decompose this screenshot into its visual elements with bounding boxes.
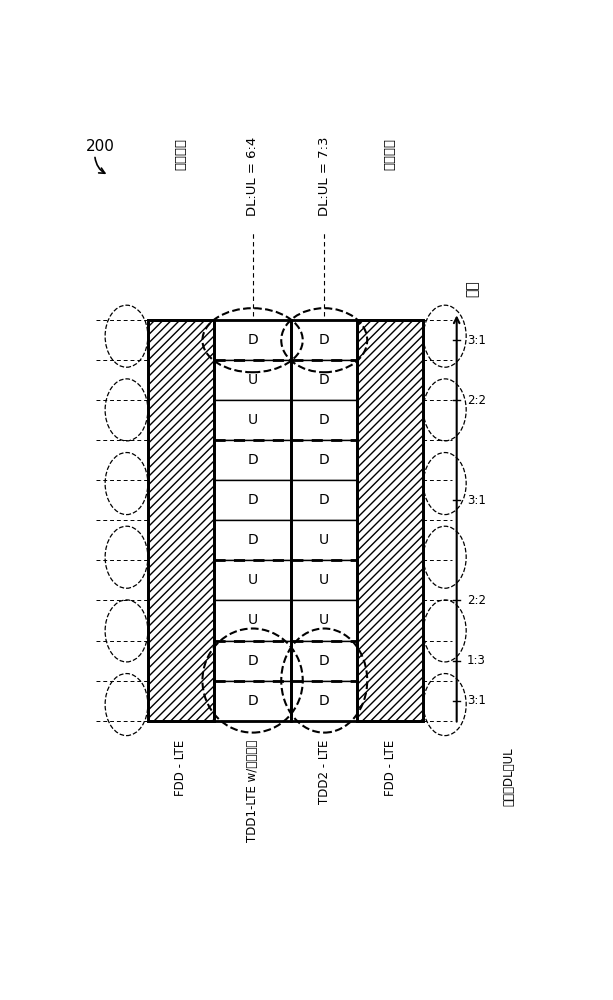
Text: D: D — [319, 493, 330, 507]
Text: TDD1-LTE w/免许可的: TDD1-LTE w/免许可的 — [246, 740, 259, 842]
Bar — [291, 320, 357, 360]
Bar — [214, 641, 291, 681]
Bar — [214, 560, 291, 600]
Text: U: U — [248, 573, 257, 587]
Bar — [214, 320, 291, 721]
Bar — [291, 440, 357, 480]
Bar — [214, 600, 291, 641]
Bar — [148, 320, 214, 721]
Text: 3:1: 3:1 — [467, 494, 486, 507]
Bar — [291, 360, 357, 400]
Bar — [214, 400, 291, 440]
Text: 时间: 时间 — [465, 280, 479, 297]
Bar — [214, 520, 291, 560]
Bar — [148, 320, 214, 721]
Text: FDD - LTE: FDD - LTE — [175, 740, 188, 796]
Text: D: D — [319, 333, 330, 347]
Bar — [291, 400, 357, 440]
Bar — [357, 320, 424, 721]
Text: 3:1: 3:1 — [467, 694, 486, 707]
Text: U: U — [248, 613, 257, 628]
Bar — [214, 320, 291, 360]
Bar — [291, 560, 357, 600]
Text: U: U — [319, 613, 329, 628]
Bar — [214, 440, 291, 480]
Text: DL:UL = 7:3: DL:UL = 7:3 — [318, 137, 331, 216]
Text: 2:2: 2:2 — [467, 594, 486, 607]
Text: D: D — [247, 493, 258, 507]
Text: 2:2: 2:2 — [467, 394, 486, 407]
Text: D: D — [319, 694, 330, 708]
Text: D: D — [247, 533, 258, 547]
Text: U: U — [248, 373, 257, 387]
Bar — [291, 320, 357, 721]
Bar — [214, 480, 291, 520]
Bar — [357, 320, 424, 721]
Bar — [291, 600, 357, 641]
Text: 3:1: 3:1 — [467, 334, 486, 347]
Text: D: D — [247, 694, 258, 708]
Bar — [291, 681, 357, 721]
Bar — [291, 520, 357, 560]
Bar — [291, 480, 357, 520]
Text: TDD2 - LTE: TDD2 - LTE — [318, 740, 331, 804]
Bar — [214, 360, 291, 400]
Text: 下行链路: 下行链路 — [175, 138, 188, 170]
Text: 1:3: 1:3 — [467, 654, 486, 667]
Text: 有效的DL：UL: 有效的DL：UL — [503, 748, 516, 806]
Text: U: U — [248, 413, 257, 427]
Text: FDD - LTE: FDD - LTE — [384, 740, 397, 796]
Bar — [214, 681, 291, 721]
Text: D: D — [247, 654, 258, 668]
Text: U: U — [319, 533, 329, 547]
Text: 上行链路: 上行链路 — [384, 138, 397, 170]
Text: D: D — [247, 453, 258, 467]
Text: D: D — [319, 373, 330, 387]
Text: D: D — [319, 453, 330, 467]
Text: 200: 200 — [86, 139, 115, 154]
Text: U: U — [319, 573, 329, 587]
Text: D: D — [247, 333, 258, 347]
Text: D: D — [319, 654, 330, 668]
Text: DL:UL = 6:4: DL:UL = 6:4 — [246, 137, 259, 216]
Text: D: D — [319, 413, 330, 427]
Bar — [291, 641, 357, 681]
